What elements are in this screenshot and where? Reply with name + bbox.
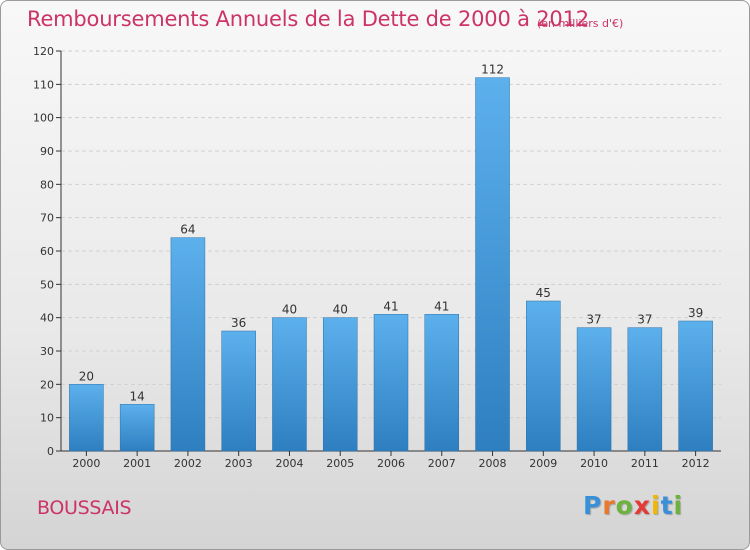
x-tick-label: 2002 [174,457,202,470]
y-tick-label: 110 [33,78,54,91]
logo-letter: i [673,491,684,520]
y-tick-label: 100 [33,112,54,125]
x-tick-label: 2010 [580,457,608,470]
y-tick-label: 0 [47,445,54,458]
x-tick-label: 2001 [123,457,151,470]
bar [119,404,155,452]
bar [475,77,510,452]
bar-value-label: 20 [79,369,94,383]
logo-letter: x [633,491,651,520]
bar [424,314,460,452]
y-tick-label: 120 [33,45,54,58]
proxiti-logo: Proxiti [583,491,683,520]
y-tick-label: 90 [40,145,54,158]
y-tick-label: 40 [40,312,54,325]
bar [627,327,663,452]
x-tick-label: 2009 [529,457,557,470]
commune-name: BOUSSAIS [37,497,132,519]
chart-title: Remboursements Annuels de la Dette de 20… [27,7,589,31]
x-tick-label: 2000 [72,457,100,470]
x-tick-label: 2007 [428,457,456,470]
bar [678,320,713,452]
bar [373,314,409,452]
logo-letter: i [651,491,661,520]
logo-letter: t [660,491,674,520]
bar [221,330,256,452]
bar-value-label: 40 [282,303,297,317]
bar-value-label: 37 [586,313,601,327]
bar [322,317,358,452]
y-tick-label: 60 [40,245,54,258]
bar-value-label: 41 [434,299,449,313]
y-tick-label: 50 [40,278,54,291]
y-tick-label: 30 [40,345,54,358]
bar-value-label: 36 [231,316,246,330]
bar [576,327,612,452]
x-tick-label: 2006 [377,457,405,470]
bar-value-label: 40 [333,303,348,317]
y-tick-label: 20 [40,378,54,391]
logo-letter: o [615,491,634,520]
x-tick-label: 2005 [326,457,354,470]
bar [170,237,206,452]
y-tick-label: 70 [40,212,54,225]
bar [69,384,104,452]
bar-value-label: 112 [481,63,504,77]
bar-value-label: 41 [383,299,398,313]
x-tick-label: 2008 [479,457,507,470]
bar [526,300,561,452]
x-tick-label: 2004 [275,457,303,470]
chart-subtitle: (en milliers d'€) [537,17,624,30]
bar-value-label: 37 [637,313,652,327]
logo-letter: P [583,491,603,520]
bar-value-label: 39 [688,306,703,320]
y-tick-label: 10 [40,412,54,425]
x-tick-label: 2011 [631,457,659,470]
bar-value-label: 64 [180,223,195,237]
bar-value-label: 45 [536,286,551,300]
y-tick-label: 80 [40,178,54,191]
x-tick-label: 2003 [225,457,253,470]
bar [272,317,307,452]
logo-letter: r [602,491,616,520]
bar-value-label: 14 [130,389,145,403]
x-tick-label: 2012 [682,457,710,470]
